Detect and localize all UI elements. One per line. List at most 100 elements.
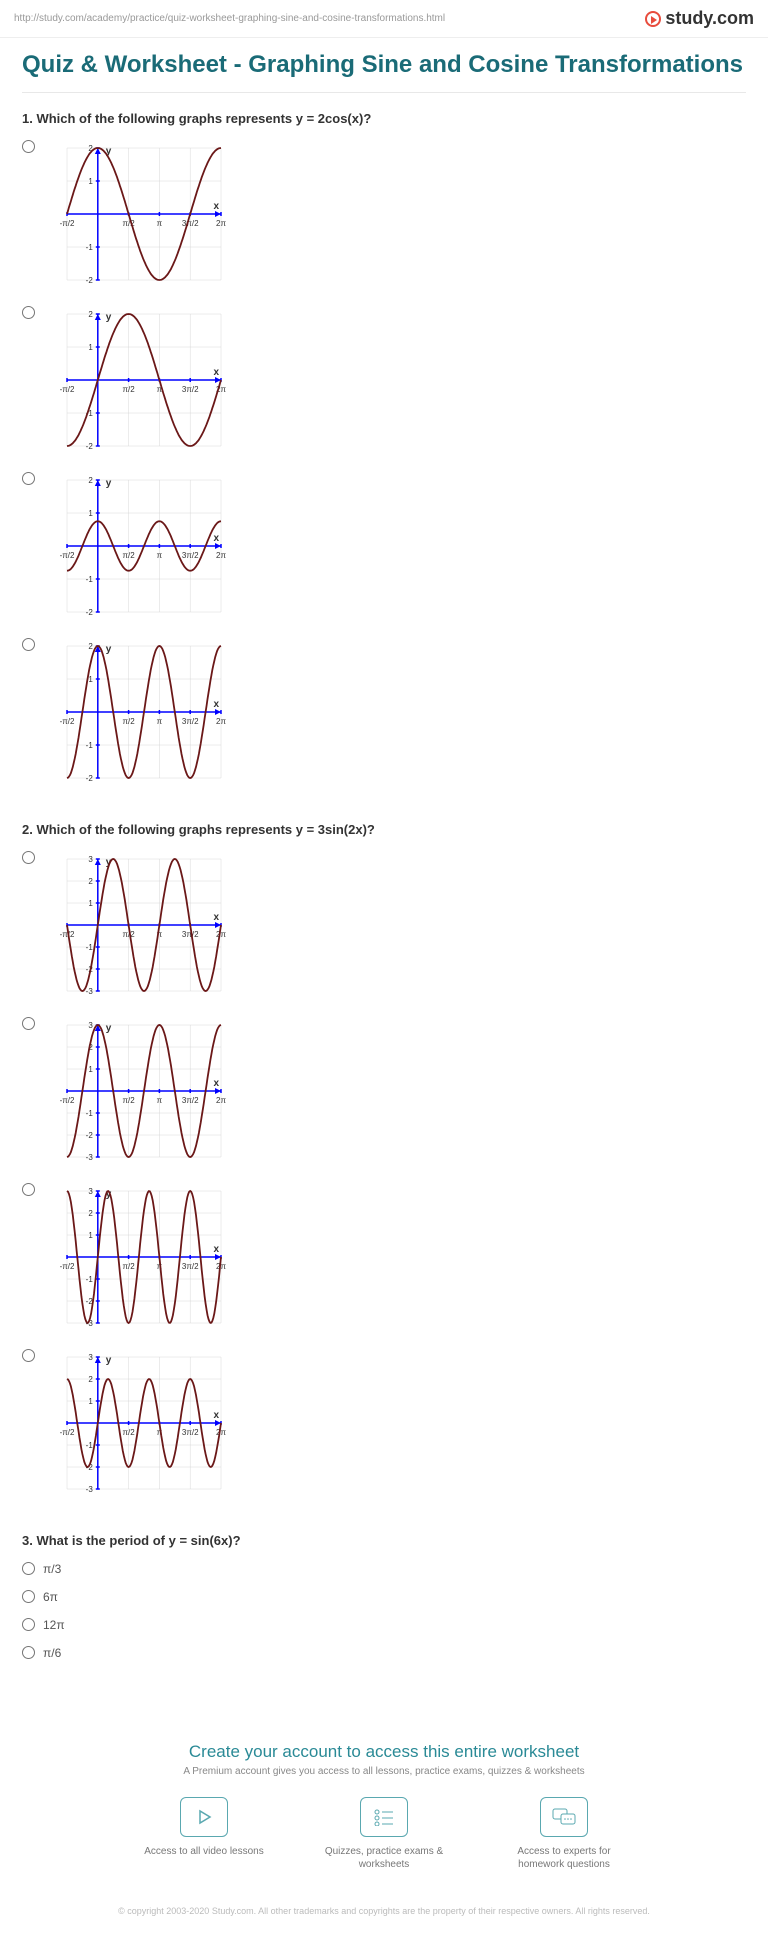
- svg-text:y: y: [106, 1023, 112, 1034]
- svg-text:2π: 2π: [216, 1096, 226, 1105]
- svg-text:-1: -1: [86, 1275, 94, 1284]
- svg-text:3π/2: 3π/2: [182, 1262, 199, 1271]
- svg-text:-1: -1: [86, 575, 94, 584]
- answer-text: π/6: [43, 1642, 61, 1664]
- trig-graph: -π/2π/2π3π/22π-2-112xy: [45, 302, 229, 458]
- answer-radio[interactable]: [22, 1183, 35, 1196]
- svg-text:π/2: π/2: [122, 385, 135, 394]
- svg-text:x: x: [213, 367, 219, 378]
- svg-text:π/2: π/2: [122, 1428, 135, 1437]
- answer-radio[interactable]: [22, 1646, 35, 1659]
- svg-text:x: x: [213, 912, 219, 923]
- quiz-icon: [360, 1797, 408, 1837]
- svg-text:2: 2: [88, 310, 93, 319]
- svg-text:x: x: [213, 1410, 219, 1421]
- answer-text: 6π: [43, 1586, 58, 1608]
- svg-text:3: 3: [88, 1187, 93, 1196]
- trig-graph: -π/2π/2π3π/22π-3-2-1123xy: [45, 1179, 229, 1335]
- trig-graph: -π/2π/2π3π/22π-3-2-1123xy: [45, 1345, 229, 1501]
- answer-radio[interactable]: [22, 1562, 35, 1575]
- svg-text:3π/2: 3π/2: [182, 1096, 199, 1105]
- answer-option: -π/2π/2π3π/22π-3-2-1123xy: [22, 1179, 746, 1339]
- svg-text:3π/2: 3π/2: [182, 717, 199, 726]
- page-title: Quiz & Worksheet - Graphing Sine and Cos…: [22, 50, 746, 80]
- svg-text:3π/2: 3π/2: [182, 385, 199, 394]
- svg-text:1: 1: [88, 1231, 93, 1240]
- feature-row: Access to all video lessons Quizzes, pra…: [40, 1797, 728, 1871]
- feature-video: Access to all video lessons: [139, 1797, 269, 1871]
- svg-text:3π/2: 3π/2: [182, 219, 199, 228]
- svg-text:3π/2: 3π/2: [182, 1428, 199, 1437]
- svg-text:-1: -1: [86, 943, 94, 952]
- svg-text:2: 2: [88, 642, 93, 651]
- svg-text:-1: -1: [86, 1441, 94, 1450]
- page-url: http://study.com/academy/practice/quiz-w…: [14, 13, 445, 24]
- play-icon: [645, 11, 661, 27]
- trig-graph: -π/2π/2π3π/22π-2-112xy: [45, 136, 229, 292]
- svg-text:x: x: [213, 699, 219, 710]
- answer-option: -π/2π/2π3π/22π-2-112xy: [22, 634, 746, 794]
- answer-radio[interactable]: [22, 472, 35, 485]
- answer-radio[interactable]: [22, 638, 35, 651]
- svg-text:y: y: [106, 1355, 112, 1366]
- svg-text:π/2: π/2: [122, 717, 135, 726]
- answer-option: 12π: [22, 1614, 746, 1636]
- feature-quiz: Quizzes, practice exams & worksheets: [319, 1797, 449, 1871]
- svg-text:-3: -3: [86, 1485, 94, 1494]
- answer-option: -π/2π/2π3π/22π-2-112xy: [22, 136, 746, 296]
- answer-option: π/3: [22, 1558, 746, 1580]
- chat-icon: [540, 1797, 588, 1837]
- svg-text:2π: 2π: [216, 1428, 226, 1437]
- svg-text:x: x: [213, 533, 219, 544]
- answer-text: π/3: [43, 1558, 61, 1580]
- svg-text:-π/2: -π/2: [60, 1262, 75, 1271]
- answer-option: -π/2π/2π3π/22π-2-112xy: [22, 302, 746, 462]
- svg-text:2: 2: [88, 877, 93, 886]
- cta-section: Create your account to access this entir…: [0, 1722, 768, 1899]
- answer-radio[interactable]: [22, 140, 35, 153]
- svg-text:y: y: [106, 312, 112, 323]
- trig-graph: -π/2π/2π3π/22π-3-2-1123xy: [45, 1013, 229, 1169]
- svg-text:-1: -1: [86, 741, 94, 750]
- svg-text:2π: 2π: [216, 717, 226, 726]
- question-text: 3. What is the period of y = sin(6x)?: [22, 1533, 746, 1548]
- svg-text:3π/2: 3π/2: [182, 551, 199, 560]
- answer-radio[interactable]: [22, 1349, 35, 1362]
- svg-text:y: y: [106, 478, 112, 489]
- svg-text:1: 1: [88, 177, 93, 186]
- answer-radio[interactable]: [22, 851, 35, 864]
- svg-text:1: 1: [88, 509, 93, 518]
- answer-radio[interactable]: [22, 1618, 35, 1631]
- svg-text:2: 2: [88, 476, 93, 485]
- svg-text:3: 3: [88, 1021, 93, 1030]
- svg-text:π: π: [157, 1096, 163, 1105]
- answer-radio[interactable]: [22, 1590, 35, 1603]
- svg-text:x: x: [213, 1078, 219, 1089]
- answer-option: -π/2π/2π3π/22π-3-2-1123xy: [22, 847, 746, 1007]
- trig-graph: -π/2π/2π3π/22π-3-2-1123xy: [45, 847, 229, 1003]
- divider: [22, 92, 746, 93]
- top-bar: http://study.com/academy/practice/quiz-w…: [0, 0, 768, 38]
- answer-radio[interactable]: [22, 1017, 35, 1030]
- svg-text:-π/2: -π/2: [60, 551, 75, 560]
- svg-text:π: π: [157, 551, 163, 560]
- cta-title: Create your account to access this entir…: [40, 1742, 728, 1762]
- svg-text:x: x: [213, 201, 219, 212]
- svg-text:π/2: π/2: [122, 1096, 135, 1105]
- svg-text:-π/2: -π/2: [60, 219, 75, 228]
- cta-subtitle: A Premium account gives you access to al…: [40, 1766, 728, 1777]
- answer-radio[interactable]: [22, 306, 35, 319]
- answer-text: 12π: [43, 1614, 65, 1636]
- answer-option: -π/2π/2π3π/22π-3-2-1123xy: [22, 1345, 746, 1505]
- svg-text:-2: -2: [86, 442, 94, 451]
- svg-text:π/2: π/2: [122, 1262, 135, 1271]
- svg-text:-π/2: -π/2: [60, 1428, 75, 1437]
- copyright: © copyright 2003-2020 Study.com. All oth…: [0, 1899, 768, 1934]
- svg-text:1: 1: [88, 343, 93, 352]
- trig-graph: -π/2π/2π3π/22π-2-112xy: [45, 468, 229, 624]
- answer-option: -π/2π/2π3π/22π-2-112xy: [22, 468, 746, 628]
- svg-text:-3: -3: [86, 987, 94, 996]
- svg-text:π/2: π/2: [122, 551, 135, 560]
- brand-logo[interactable]: study.com: [645, 8, 754, 29]
- svg-text:-π/2: -π/2: [60, 1096, 75, 1105]
